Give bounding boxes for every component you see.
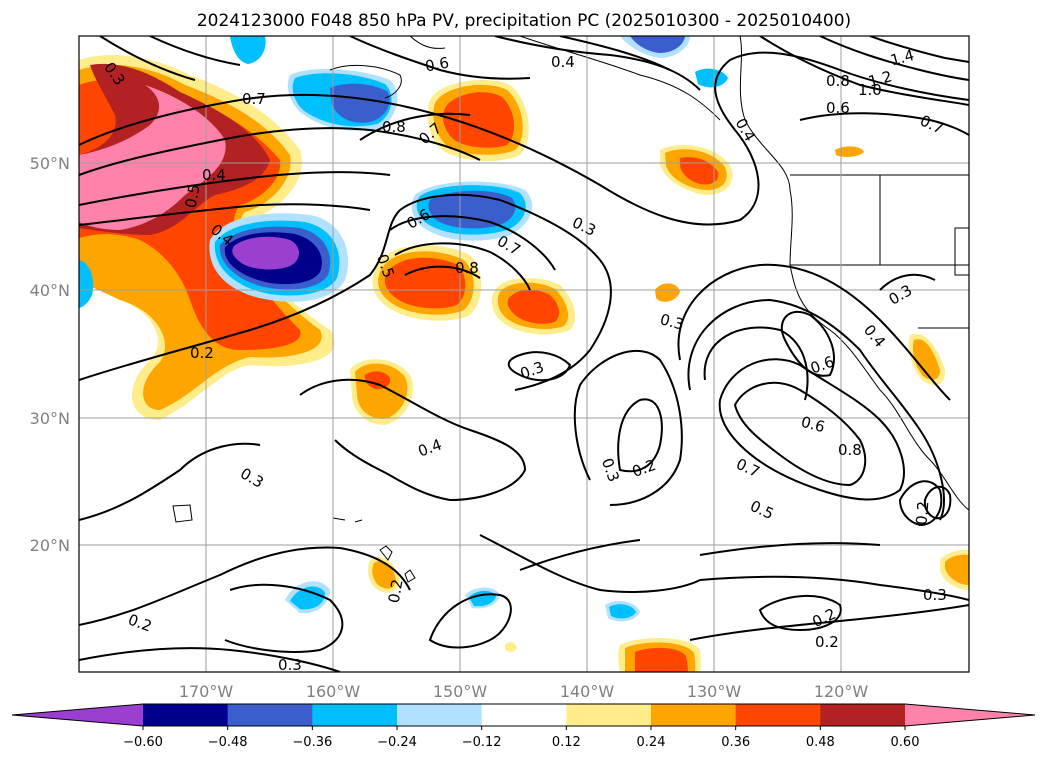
contour-label: 0.7 xyxy=(242,90,266,108)
colorbar-segment xyxy=(566,704,652,726)
lon-label: 120°W xyxy=(814,682,869,701)
longitude-labels: 170°W 160°W 150°W 140°W 130°W 120°W xyxy=(179,682,869,701)
colorbar-segment xyxy=(735,704,821,726)
map-frame xyxy=(78,35,970,673)
colorbar-extend-high xyxy=(905,704,1035,726)
colorbar-segment xyxy=(312,704,398,726)
colorbar-tick-label: 0.60 xyxy=(891,735,920,750)
colorbar-tick-label: −0.12 xyxy=(462,735,502,750)
lat-label: 20°N xyxy=(30,536,70,555)
contour-label: 0.6 xyxy=(424,54,451,76)
precipitation-shading xyxy=(79,36,969,672)
colorbar-segment xyxy=(481,704,567,726)
contour-label: 0.6 xyxy=(799,413,827,437)
colorbar-segment xyxy=(820,704,906,726)
contour-label: 0.4 xyxy=(551,53,575,71)
latitude-labels: 50°N 40°N 30°N 20°N xyxy=(30,154,70,555)
colorbar-tick-label: −0.48 xyxy=(208,735,248,750)
contour-label: 0.3 xyxy=(278,656,302,674)
contour-label: 0.5 xyxy=(182,183,204,210)
lat-label: 40°N xyxy=(30,281,70,300)
colorbar: −0.60 −0.48 −0.36 −0.24 −0.12 0.12 0.24 0.36 0.4… xyxy=(11,703,1036,750)
colorbar-tick-label: 0.48 xyxy=(806,735,835,750)
coastlines xyxy=(172,36,969,583)
contour-label: 0.8 xyxy=(826,72,850,90)
contour-label: 0.8 xyxy=(455,259,479,277)
pv-contours xyxy=(79,36,969,672)
colorbar-segment xyxy=(397,704,483,726)
contour-label: 1.0 xyxy=(858,81,882,99)
contour-label: 0.2 xyxy=(190,344,214,362)
contour-label: 0.3 xyxy=(658,310,686,334)
lat-label: 30°N xyxy=(30,409,70,428)
lon-label: 140°W xyxy=(560,682,615,701)
colorbar-tick-label: 0.12 xyxy=(552,735,581,750)
contour-label: 0.2 xyxy=(385,578,407,605)
lon-label: 150°W xyxy=(433,682,488,701)
contour-label: 0.8 xyxy=(382,118,406,136)
contour-label: 0.8 xyxy=(838,441,862,459)
contour-label: 1.4 xyxy=(888,46,916,70)
colorbar-tick-label: −0.36 xyxy=(292,735,332,750)
contour-label: 0.2 xyxy=(912,500,932,525)
lat-label: 50°N xyxy=(30,154,70,173)
colorbar-segment xyxy=(651,704,737,726)
contour-label: 0.3 xyxy=(923,586,947,604)
contour-label: 0.4 xyxy=(202,166,226,184)
colorbar-tick-label: −0.24 xyxy=(377,735,417,750)
colorbar-tick-label: 0.36 xyxy=(721,735,750,750)
contour-label: 0.2 xyxy=(815,633,839,651)
colorbar-tick-label: −0.60 xyxy=(123,735,163,750)
figure-title: 2024123000 F048 850 hPa PV, precipitatio… xyxy=(197,11,851,31)
lon-label: 160°W xyxy=(306,682,361,701)
colorbar-extend-low xyxy=(12,704,143,726)
lon-label: 170°W xyxy=(179,682,234,701)
contour-label: 0.6 xyxy=(826,99,850,117)
colorbar-segment xyxy=(143,704,229,726)
lon-label: 130°W xyxy=(687,682,742,701)
contour-label: 1.2 xyxy=(866,67,894,91)
colorbar-segment xyxy=(227,704,313,726)
map-area: 0.3 0.7 0.6 0.8 0.7 0.4 0.4 1.4 1.2 1.0 … xyxy=(79,36,969,674)
colorbar-tick-label: 0.24 xyxy=(637,735,666,750)
